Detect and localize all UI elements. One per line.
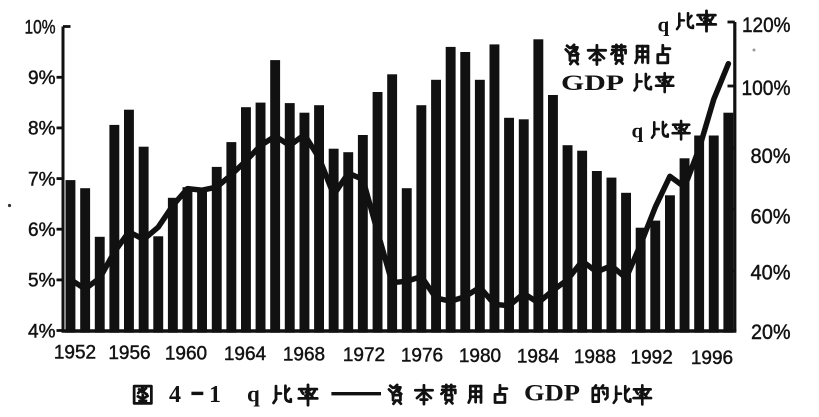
svg-text:q: q xyxy=(247,382,260,407)
svg-text:9%: 9% xyxy=(28,68,56,89)
svg-text:100%: 100% xyxy=(742,77,791,100)
svg-text:1952: 1952 xyxy=(54,343,96,364)
svg-text:10%: 10% xyxy=(25,18,56,39)
svg-text:4%: 4% xyxy=(28,321,56,342)
svg-text:1964: 1964 xyxy=(224,344,267,365)
svg-text:1976: 1976 xyxy=(401,346,443,367)
svg-text:7%: 7% xyxy=(28,169,56,190)
svg-text:GDP: GDP xyxy=(524,381,580,407)
svg-text:120%: 120% xyxy=(742,14,791,37)
svg-text:20%: 20% xyxy=(751,321,791,344)
svg-text:1968: 1968 xyxy=(283,345,325,366)
svg-text:1: 1 xyxy=(209,382,221,408)
svg-text:q: q xyxy=(658,13,670,37)
svg-text:1956: 1956 xyxy=(108,343,150,364)
svg-text:1996: 1996 xyxy=(691,348,733,369)
svg-text:8%: 8% xyxy=(28,119,56,140)
svg-text:1984: 1984 xyxy=(517,347,560,368)
svg-text:80%: 80% xyxy=(751,145,791,168)
svg-text:GDP: GDP xyxy=(561,70,624,95)
svg-text:q: q xyxy=(632,119,644,143)
svg-text:6%: 6% xyxy=(28,220,56,241)
svg-text:1960: 1960 xyxy=(165,344,207,365)
svg-text:40%: 40% xyxy=(751,262,791,285)
svg-text:1980: 1980 xyxy=(459,346,501,367)
svg-text:1972: 1972 xyxy=(343,345,385,366)
svg-text:60%: 60% xyxy=(751,206,791,229)
svg-text:1988: 1988 xyxy=(574,347,616,368)
svg-text:4: 4 xyxy=(169,382,181,408)
svg-text:5%: 5% xyxy=(28,271,56,292)
svg-text:1992: 1992 xyxy=(631,348,673,369)
